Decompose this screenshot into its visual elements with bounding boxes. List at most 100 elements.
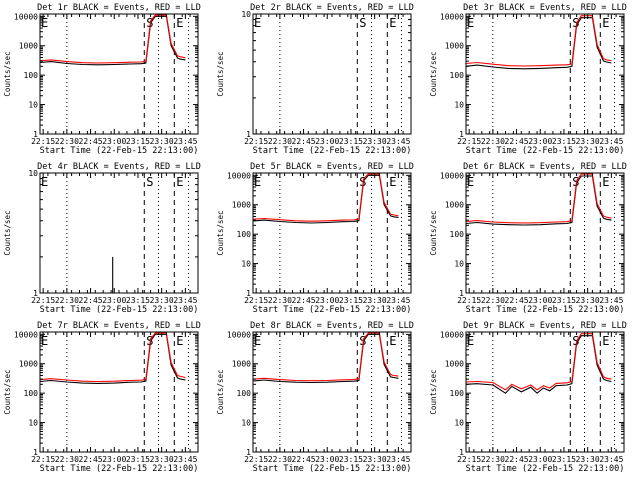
x-axis-label: Start Time (22-Feb-15 22:13:00) bbox=[253, 305, 412, 315]
x-tick-label: 22:45 bbox=[292, 296, 316, 305]
marker-label-e: E bbox=[254, 334, 261, 348]
panel-title: Det 5r BLACK = Events, RED = LLD bbox=[250, 162, 414, 172]
x-tick-label: 23:00 bbox=[315, 455, 339, 464]
panel-title: Det 2r BLACK = Events, RED = LLD bbox=[250, 3, 414, 13]
x-tick-label: 23:45 bbox=[599, 137, 623, 146]
x-tick-label: 23:30 bbox=[150, 137, 174, 146]
x-axis-label: Start Time (22-Feb-15 22:13:00) bbox=[40, 146, 199, 156]
x-tick-label: 23:30 bbox=[363, 296, 387, 305]
marker-label-e: E bbox=[254, 175, 261, 189]
y-tick-label: 10000 bbox=[14, 330, 38, 339]
x-tick-label: 22:30 bbox=[55, 455, 79, 464]
marker-label-e: E bbox=[389, 334, 396, 348]
y-tick-label: 1 bbox=[459, 289, 464, 298]
x-tick-label: 22:45 bbox=[505, 137, 529, 146]
panel-title: Det 1r BLACK = Events, RED = LLD bbox=[37, 3, 201, 13]
y-tick-label: 10 bbox=[28, 101, 38, 110]
x-tick-label: 22:15 bbox=[244, 137, 268, 146]
y-tick-label: 1 bbox=[33, 289, 38, 298]
x-tick-label: 22:15 bbox=[457, 455, 481, 464]
x-tick-label: 22:45 bbox=[292, 137, 316, 146]
x-tick-label: 22:30 bbox=[268, 137, 292, 146]
y-axis-label: Counts/sec bbox=[3, 51, 12, 96]
y-tick-label: 1 bbox=[246, 130, 251, 139]
marker-label-e: E bbox=[467, 175, 474, 189]
x-tick-label: 22:45 bbox=[505, 455, 529, 464]
y-tick-label: 10 bbox=[241, 419, 251, 428]
y-tick-label: 1 bbox=[459, 448, 464, 457]
marker-label-e: E bbox=[41, 16, 48, 30]
marker-label-s: S bbox=[359, 16, 366, 30]
x-tick-label: 23:00 bbox=[102, 296, 126, 305]
x-tick-label: 23:00 bbox=[528, 137, 552, 146]
x-tick-label: 23:00 bbox=[102, 455, 126, 464]
x-tick-label: 23:30 bbox=[576, 137, 600, 146]
y-tick-label: 1 bbox=[246, 289, 251, 298]
x-tick-label: 22:15 bbox=[244, 296, 268, 305]
marker-label-s: S bbox=[572, 16, 579, 30]
x-tick-label: 23:15 bbox=[339, 455, 363, 464]
detector-panel-9: Det 9r BLACK = Events, RED = LLD E S E 1 10 10… bbox=[429, 321, 627, 474]
panel-title: Det 4r BLACK = Events, RED = LLD bbox=[37, 162, 201, 172]
x-tick-label: 22:30 bbox=[481, 296, 505, 305]
marker-label-e: E bbox=[176, 334, 183, 348]
marker-label-s: S bbox=[572, 175, 579, 189]
x-tick-label: 22:15 bbox=[31, 137, 55, 146]
x-tick-label: 23:45 bbox=[386, 296, 410, 305]
x-axis-label: Start Time (22-Feb-15 22:13:00) bbox=[253, 146, 412, 156]
x-tick-label: 23:15 bbox=[126, 137, 150, 146]
y-tick-label: 1 bbox=[459, 130, 464, 139]
y-tick-label: 100 bbox=[24, 71, 39, 80]
x-tick-label: 22:30 bbox=[481, 455, 505, 464]
x-tick-label: 22:15 bbox=[457, 137, 481, 146]
marker-label-e: E bbox=[389, 16, 396, 30]
series-line-lld bbox=[253, 173, 399, 222]
y-axis-label: Counts/sec bbox=[216, 51, 225, 96]
y-axis-label: Counts/sec bbox=[3, 210, 12, 255]
y-axis-label: Counts/sec bbox=[429, 51, 438, 96]
panel-title: Det 9r BLACK = Events, RED = LLD bbox=[463, 321, 627, 331]
y-tick-label: 1000 bbox=[232, 360, 251, 369]
y-tick-label: 10 bbox=[454, 260, 464, 269]
marker-label-e: E bbox=[467, 16, 474, 30]
y-tick-label: 1 bbox=[246, 448, 251, 457]
y-tick-label: 10000 bbox=[440, 171, 464, 180]
panel-title: Det 8r BLACK = Events, RED = LLD bbox=[250, 321, 414, 331]
marker-label-e: E bbox=[602, 16, 609, 30]
marker-label-e: E bbox=[389, 175, 396, 189]
panel-title: Det 6r BLACK = Events, RED = LLD bbox=[463, 162, 627, 172]
y-tick-label: 100 bbox=[450, 230, 465, 239]
x-tick-label: 23:15 bbox=[552, 455, 576, 464]
y-tick-label: 1 bbox=[33, 130, 38, 139]
x-axis-label: Start Time (22-Feb-15 22:13:00) bbox=[466, 146, 625, 156]
panel-title: Det 7r BLACK = Events, RED = LLD bbox=[37, 321, 201, 331]
x-tick-label: 22:30 bbox=[268, 455, 292, 464]
detector-panel-2: Det 2r BLACK = Events, RED = LLD E S E 1 10 22… bbox=[216, 3, 414, 156]
x-tick-label: 23:00 bbox=[102, 137, 126, 146]
y-tick-label: 100 bbox=[450, 389, 465, 398]
x-tick-label: 22:45 bbox=[79, 296, 103, 305]
y-tick-label: 1000 bbox=[445, 42, 464, 51]
marker-label-s: S bbox=[572, 334, 579, 348]
y-tick-label: 1 bbox=[33, 448, 38, 457]
x-tick-label: 22:15 bbox=[31, 296, 55, 305]
series-line-lld bbox=[40, 14, 186, 64]
x-axis-label: Start Time (22-Feb-15 22:13:00) bbox=[40, 464, 199, 474]
x-tick-label: 22:15 bbox=[457, 296, 481, 305]
y-tick-label: 100 bbox=[24, 389, 39, 398]
y-tick-label: 1000 bbox=[19, 42, 38, 51]
x-tick-label: 22:45 bbox=[292, 455, 316, 464]
x-tick-label: 23:30 bbox=[150, 296, 174, 305]
x-tick-label: 23:00 bbox=[315, 137, 339, 146]
x-tick-label: 23:15 bbox=[552, 296, 576, 305]
y-tick-label: 100 bbox=[237, 389, 252, 398]
y-tick-label: 10000 bbox=[440, 12, 464, 21]
x-tick-label: 22:15 bbox=[244, 455, 268, 464]
x-tick-label: 23:45 bbox=[173, 296, 197, 305]
x-axis-label: Start Time (22-Feb-15 22:13:00) bbox=[466, 464, 625, 474]
x-tick-label: 22:30 bbox=[55, 137, 79, 146]
series-line-lld bbox=[466, 173, 612, 224]
x-axis-label: Start Time (22-Feb-15 22:13:00) bbox=[253, 464, 412, 474]
